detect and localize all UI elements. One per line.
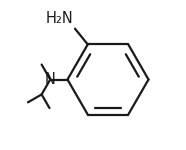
Text: N: N (45, 72, 56, 87)
Text: H₂N: H₂N (46, 11, 74, 26)
